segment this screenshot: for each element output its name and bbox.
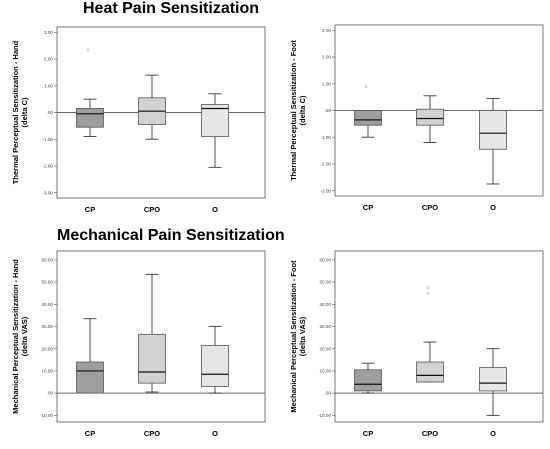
category-label: O [490, 429, 496, 438]
y-axis-title: Mechanical Perceptual Sensitization - Fo… [289, 260, 307, 413]
iqr-box [416, 108, 444, 126]
box-o [479, 348, 507, 416]
y-tick-label: 40.00 [320, 302, 332, 307]
category-label: O [490, 203, 496, 212]
y-tick-label: -2.00 [43, 164, 54, 169]
y-tick-label: 3.00 [322, 28, 331, 33]
plot-frame [56, 250, 266, 423]
y-tick-label: 50.00 [320, 280, 332, 285]
y-tick-label: -2.00 [321, 162, 332, 167]
y-axis-title-line: (delta VAS) [298, 316, 307, 356]
iqr-box [416, 361, 444, 383]
heat-hand-svg: 3.00 2.00 1.00 .00 -1.00 -2.00 -3.00 Thermal Pe… [11, 26, 266, 214]
y-tick-label: 10.00 [320, 369, 332, 374]
y-tick-label: 20.00 [320, 346, 332, 351]
y-axis-title-line: (delta C) [298, 95, 307, 126]
mech-hand-chart: 60.00 50.00 40.00 30.00 20.00 10.00 .00 -10.00 M… [0, 249, 272, 449]
y-tick-label: 50.00 [42, 280, 54, 285]
box-cp [76, 48, 104, 137]
category-label: CP [85, 429, 95, 438]
category-label: CPO [422, 429, 438, 438]
outlier-point [364, 85, 368, 88]
y-tick-label: .00 [47, 110, 54, 115]
y-axis-title-line: (delta C) [20, 97, 29, 128]
iqr-box [354, 369, 382, 392]
mechanical-section-title: Mechanical Pain Sensitization [57, 227, 285, 244]
box-cpo [416, 95, 444, 143]
y-tick-label: .00 [47, 391, 54, 396]
box-cpo [416, 286, 444, 383]
box-o [201, 326, 229, 394]
y-axis-title-line: Thermal Perceptual Sensitization - Hand [11, 40, 20, 184]
iqr-box [479, 367, 507, 392]
y-tick-label: 2.00 [44, 57, 53, 62]
y-tick-label: 40.00 [42, 302, 54, 307]
y-tick-label: 3.00 [44, 30, 53, 35]
box-cpo [138, 273, 166, 393]
category-label: CPO [144, 205, 160, 214]
category-label: O [212, 429, 218, 438]
box-cp [76, 318, 104, 394]
y-tick-label: -10.00 [40, 413, 53, 418]
y-tick-label: 2.00 [322, 55, 331, 60]
y-tick-label: 20.00 [42, 346, 54, 351]
y-tick-label: .00 [325, 108, 332, 113]
iqr-box [354, 110, 382, 126]
box-cpo [138, 74, 166, 140]
heat-section-title: Heat Pain Sensitization [83, 0, 260, 17]
category-label: CP [85, 205, 95, 214]
box-cp [354, 362, 382, 394]
category-label: CP [363, 203, 373, 212]
iqr-box [138, 333, 166, 384]
heat-foot-chart: 3.00 2.00 1.00 .00 -1.00 -2.00 -3.00 Thermal Pe… [278, 23, 550, 223]
category-label: CPO [144, 429, 160, 438]
category-label: O [212, 205, 218, 214]
y-tick-label: -1.00 [43, 137, 54, 142]
box-o [479, 98, 507, 185]
y-tick-label: -3.00 [43, 190, 54, 195]
y-tick-label: 60.00 [42, 257, 54, 262]
category-label: CP [363, 429, 373, 438]
y-axis-title: Thermal Perceptual Sensitization - Foot(… [289, 40, 307, 181]
iqr-box [479, 110, 507, 150]
y-axis-title: Mechanical Perceptual Sensitization - Ha… [11, 259, 29, 414]
box-cp [354, 85, 382, 138]
outlier-point [426, 291, 430, 295]
outlier-point [426, 286, 430, 289]
heat-hand-chart: 3.00 2.00 1.00 .00 -1.00 -2.00 -3.00 Thermal Pe… [0, 25, 272, 225]
category-label: CPO [422, 203, 438, 212]
y-axis-title-line: Thermal Perceptual Sensitization - Foot [289, 40, 298, 181]
iqr-box [76, 361, 104, 394]
y-axis-title-line: Mechanical Perceptual Sensitization - Fo… [289, 260, 298, 413]
y-tick-label: 30.00 [42, 324, 54, 329]
mech-foot-chart: 60.00 50.00 40.00 30.00 20.00 10.00 .00 -10.00 M… [278, 249, 550, 449]
y-axis-title: Thermal Perceptual Sensitization - Hand(… [11, 40, 29, 184]
y-axis-title-line: (delta VAS) [20, 316, 29, 356]
mech-foot-svg: 60.00 50.00 40.00 30.00 20.00 10.00 .00 -10.00 M… [289, 250, 544, 438]
y-tick-label: -3.00 [321, 188, 332, 193]
y-tick-label: -10.00 [318, 413, 331, 418]
y-tick-label: 1.00 [44, 83, 53, 88]
box-o [201, 93, 229, 168]
outlier-point [86, 48, 90, 52]
y-tick-label: 10.00 [42, 369, 54, 374]
heat-foot-svg: 3.00 2.00 1.00 .00 -1.00 -2.00 -3.00 Thermal Pe… [289, 24, 544, 212]
iqr-box [201, 344, 229, 387]
y-tick-label: -1.00 [321, 135, 332, 140]
mech-hand-svg: 60.00 50.00 40.00 30.00 20.00 10.00 .00 -10.00 M… [11, 250, 266, 438]
y-axis-title-line: Mechanical Perceptual Sensitization - Ha… [11, 259, 20, 414]
plot-frame [334, 250, 544, 423]
y-tick-label: .00 [325, 391, 332, 396]
y-tick-label: 30.00 [320, 324, 332, 329]
iqr-box [201, 104, 229, 137]
y-tick-label: 60.00 [320, 257, 332, 262]
iqr-box [76, 108, 104, 128]
y-tick-label: 1.00 [322, 81, 331, 86]
